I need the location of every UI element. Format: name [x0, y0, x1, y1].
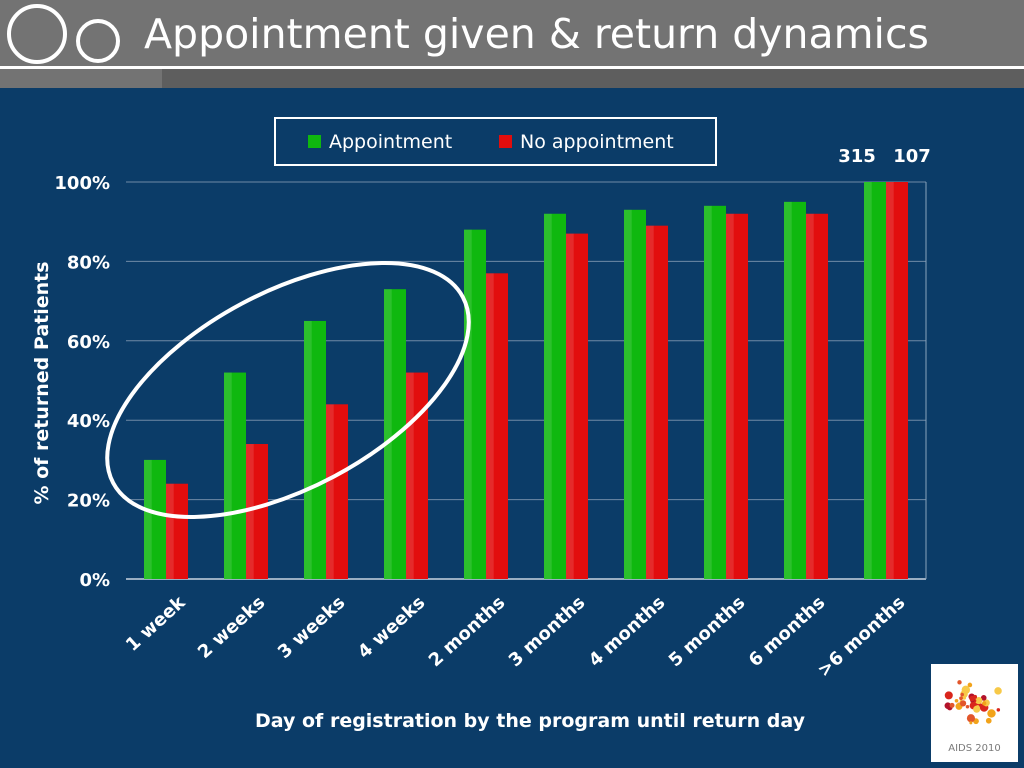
bar-highlight — [726, 213, 734, 579]
logo-dot — [987, 709, 996, 718]
y-tick-label: 100% — [54, 173, 110, 194]
decorative-circle-small — [76, 19, 120, 63]
bar-no-appointment-0 — [166, 483, 188, 579]
bar-highlight — [384, 289, 392, 579]
bar-highlight — [406, 372, 414, 579]
logo-dot — [944, 691, 953, 700]
y-tick-label: 80% — [67, 252, 110, 273]
logo-text: AIDS 2010 — [948, 743, 1001, 754]
x-tick-label: 4 weeks — [354, 592, 429, 663]
y-tick-label: 20% — [67, 491, 110, 512]
bar-highlight — [326, 404, 334, 579]
bar-no-appointment-4 — [486, 273, 508, 579]
bar-highlight — [544, 213, 552, 579]
logo-dot — [965, 705, 970, 709]
logo-dot — [975, 696, 983, 705]
legend-label-no-appointment: No appointment — [520, 131, 674, 153]
title-bar-shadow — [162, 68, 1024, 88]
bars — [144, 182, 908, 580]
bar-appointment-6 — [624, 209, 646, 580]
legend-swatch-no-appointment — [499, 135, 512, 148]
bar-no-appointment-9 — [886, 182, 908, 579]
logo-dot — [969, 721, 973, 725]
x-axis-label: Day of registration by the program until… — [255, 710, 806, 732]
y-tick-label: 60% — [67, 332, 110, 353]
x-tick-label: 6 months — [745, 592, 830, 671]
bar-highlight — [566, 233, 574, 580]
y-tick-label: 40% — [67, 411, 110, 432]
logo-dot — [959, 696, 963, 701]
slide-title: Appointment given & return dynamics — [144, 10, 929, 58]
logo-dot — [949, 702, 955, 708]
y-axis-label: % of returned Patients — [31, 261, 53, 504]
decorative-circle-large — [7, 4, 67, 64]
logo-dot — [944, 702, 952, 709]
logo-dot — [980, 695, 987, 701]
bar-highlight — [486, 273, 494, 579]
bar-no-appointment-6 — [646, 225, 668, 580]
title-underline — [0, 66, 1024, 69]
logo-dot — [996, 708, 1001, 712]
x-tick-label: 2 months — [425, 592, 510, 671]
legend-box — [274, 117, 717, 166]
bar-highlight — [464, 229, 472, 579]
logo-dot — [954, 698, 959, 703]
legend: Appointment No appointment — [274, 117, 717, 166]
logo-dot — [967, 682, 973, 688]
x-tick-label: 3 weeks — [274, 592, 349, 663]
logo-dot — [985, 717, 992, 724]
annotation-appointment-count: 315 — [838, 146, 876, 167]
bar-highlight — [864, 182, 872, 579]
logo-dot — [969, 695, 975, 702]
bar-highlight — [246, 444, 254, 579]
bar-appointment-2 — [304, 320, 326, 579]
bar-highlight — [304, 320, 312, 579]
legend-swatch-appointment — [308, 135, 321, 148]
bar-highlight — [224, 372, 232, 579]
logo-dot — [957, 680, 962, 685]
bar-highlight — [806, 213, 814, 579]
bar-appointment-5 — [544, 213, 566, 579]
x-tick-label: 5 months — [665, 592, 750, 671]
bar-appointment-8 — [784, 201, 806, 579]
bar-appointment-0 — [144, 459, 166, 579]
x-tick-label: 1 week — [122, 591, 190, 655]
bar-appointment-7 — [704, 205, 726, 579]
logo-dot — [961, 685, 971, 695]
bar-no-appointment-1 — [246, 444, 268, 579]
highlight-ellipse — [105, 261, 471, 519]
logo-dot — [982, 701, 987, 706]
logo-dot — [959, 700, 967, 707]
x-tick-label: 4 months — [585, 592, 670, 671]
bar-highlight — [646, 225, 654, 580]
bar-no-appointment-8 — [806, 213, 828, 579]
y-tick-label: 0% — [79, 570, 110, 591]
bar-no-appointment-2 — [326, 404, 348, 579]
bar-highlight — [144, 459, 152, 579]
logo-dot — [960, 692, 964, 697]
y-tick-labels: 0% 20% 40% 60% 80% 100% — [54, 173, 110, 591]
bar-no-appointment-7 — [726, 213, 748, 579]
conference-logo: AIDS 2010 — [931, 664, 1018, 762]
x-tick-label: 2 weeks — [194, 592, 269, 663]
bar-appointment-1 — [224, 372, 246, 579]
bar-highlight — [784, 201, 792, 579]
annotation-no-appointment-count: 107 — [893, 146, 931, 167]
bar-highlight — [704, 205, 712, 579]
bar-highlight — [886, 182, 894, 579]
bar-no-appointment-5 — [566, 233, 588, 580]
logo-dots-icon — [944, 680, 1002, 725]
bar-highlight — [624, 209, 632, 580]
legend-label-appointment: Appointment — [329, 131, 452, 153]
x-tick-label: 3 months — [505, 592, 590, 671]
logo-dot — [994, 687, 1002, 695]
logo-dot — [966, 714, 976, 723]
bar-appointment-9 — [864, 182, 886, 579]
logo-dot — [976, 705, 980, 709]
bar-highlight — [166, 483, 174, 579]
x-tick-label: >6 months — [814, 592, 910, 681]
